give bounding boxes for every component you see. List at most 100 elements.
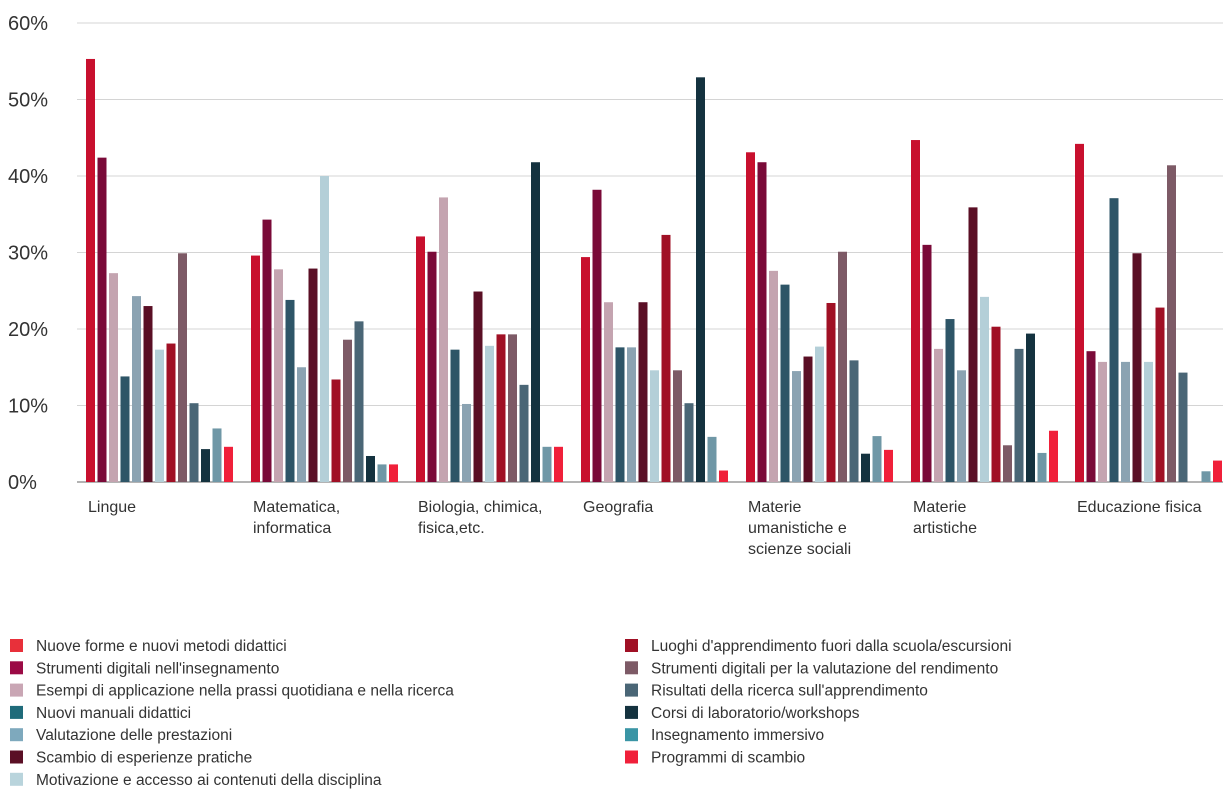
legend-label: Esempi di applicazione nella prassi quot… <box>36 683 454 700</box>
bar <box>757 162 767 483</box>
bar <box>109 273 118 482</box>
legend-item: Valutazione delle prestazioni <box>10 727 232 744</box>
bar <box>719 470 728 482</box>
legend-label: Motivazione e accesso ai contenuti della… <box>36 772 382 789</box>
bar <box>872 436 882 482</box>
x-category-label: Lingue <box>88 499 136 516</box>
bar <box>519 384 529 482</box>
legend-item: Scambio di esperienze pratiche <box>10 750 252 767</box>
bar <box>201 449 210 482</box>
bar <box>366 455 375 482</box>
bar <box>615 347 625 482</box>
bar <box>1201 471 1211 482</box>
bar <box>1213 460 1222 482</box>
bar <box>1132 253 1142 482</box>
bars <box>86 58 1222 483</box>
bar <box>86 58 95 482</box>
bar <box>1178 372 1188 482</box>
legend-label: Corsi di laboratorio/workshops <box>651 705 860 722</box>
bar <box>1026 333 1035 482</box>
bar <box>496 334 506 482</box>
bar <box>673 370 682 482</box>
bar <box>592 189 602 482</box>
bar <box>861 453 870 482</box>
bar <box>262 219 272 483</box>
bar <box>166 343 176 482</box>
legend-label: Insegnamento immersivo <box>651 727 824 744</box>
legend-item: Corsi di laboratorio/workshops <box>625 705 860 722</box>
bar <box>189 403 199 482</box>
legend-swatch <box>10 728 23 742</box>
legend-swatch <box>10 661 23 675</box>
bar <box>838 251 847 482</box>
bar <box>911 140 920 483</box>
legend-label: Valutazione delle prestazioni <box>36 727 232 744</box>
bar <box>980 296 989 482</box>
bar <box>627 347 636 482</box>
bar <box>746 152 755 482</box>
bar <box>531 162 540 483</box>
bar <box>696 77 705 482</box>
bar <box>143 306 153 482</box>
x-category-label: Geografia <box>583 499 653 516</box>
bar <box>462 403 471 482</box>
bar <box>604 302 613 482</box>
legend-swatch <box>625 639 638 652</box>
legend-swatch <box>625 728 638 742</box>
x-category-label: Educazione fisica <box>1077 499 1202 516</box>
x-category-label: Matematica, informatica <box>253 499 340 537</box>
bar <box>1003 445 1012 482</box>
bar <box>1121 361 1130 482</box>
bar <box>1014 348 1024 482</box>
bar <box>508 334 517 482</box>
bar <box>251 255 260 482</box>
bar <box>957 370 966 482</box>
bar <box>274 269 283 482</box>
bar <box>661 234 671 482</box>
bar <box>769 270 778 482</box>
bar <box>377 464 387 482</box>
bar <box>450 349 460 482</box>
bar <box>934 348 943 482</box>
legend-swatch <box>625 661 638 675</box>
y-axis-ticks: 0% 10% 20% 30% 40% 50% 60% <box>8 13 48 494</box>
bar <box>212 428 222 482</box>
legend-swatch <box>625 705 638 719</box>
bar <box>308 268 318 482</box>
bar <box>427 251 437 482</box>
legend-item: Luoghi d'apprendimento fuori dalla scuol… <box>625 638 1012 655</box>
legend-swatch <box>10 772 23 786</box>
bar <box>97 157 107 482</box>
bar <box>922 244 932 482</box>
bar <box>155 349 164 482</box>
bar <box>1155 307 1165 482</box>
bar <box>849 360 859 482</box>
y-tick-label: 40% <box>8 166 48 188</box>
bar <box>884 449 893 482</box>
bar <box>780 284 790 482</box>
legend-label: Programmi di scambio <box>651 750 805 767</box>
bar <box>354 321 364 482</box>
x-category-label: Biologia, chimica, fisica,etc. <box>418 499 543 537</box>
legend-item: Nuovi manuali didattici <box>10 705 191 722</box>
legend-label: Strumenti digitali per la valutazione de… <box>651 660 998 677</box>
bar <box>554 446 563 482</box>
legend-item: Nuove forme e nuovi metodi didattici <box>10 638 287 655</box>
x-category-label: Materie artistiche <box>913 499 977 537</box>
bar <box>707 436 717 482</box>
y-tick-label: 20% <box>8 319 48 341</box>
legend-label: Scambio di esperienze pratiche <box>36 750 252 767</box>
legend-swatch <box>625 750 638 764</box>
bar <box>638 302 648 482</box>
bar <box>650 370 659 482</box>
legend-label: Luoghi d'apprendimento fuori dalla scuol… <box>651 638 1012 655</box>
y-tick-label: 60% <box>8 13 48 35</box>
legend-label: Nuove forme e nuovi metodi didattici <box>36 638 287 655</box>
bar <box>803 356 813 482</box>
bar <box>1037 452 1047 482</box>
bar <box>320 176 329 482</box>
bar <box>120 376 130 482</box>
bar <box>792 371 801 482</box>
legend-label: Nuovi manuali didattici <box>36 705 191 722</box>
legend-swatch <box>10 705 23 719</box>
